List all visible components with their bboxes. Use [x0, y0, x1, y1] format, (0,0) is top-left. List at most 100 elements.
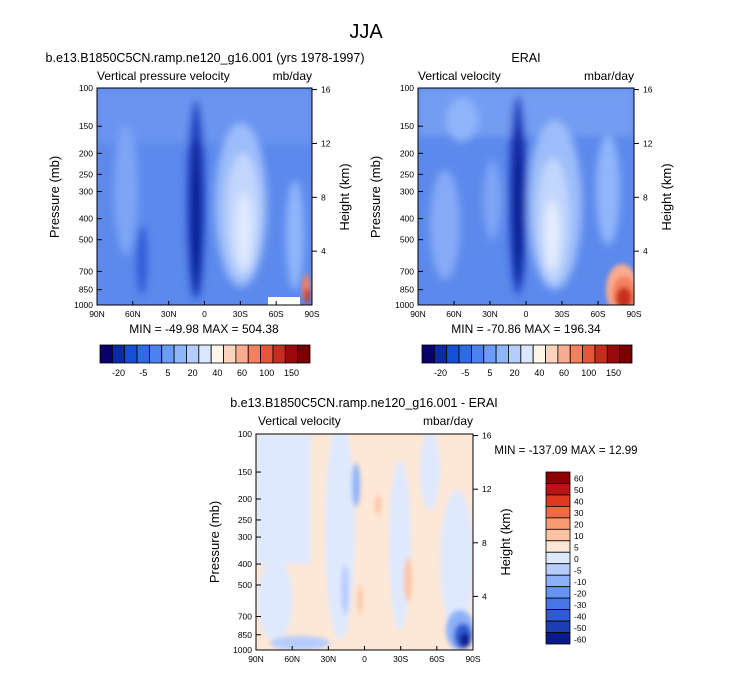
y-tick-label: 700: [400, 266, 414, 276]
panel-right-label: mbar/day: [584, 69, 634, 83]
x-tick-label: 90N: [89, 309, 105, 319]
colorbar-swatch: [532, 344, 546, 364]
stats-label: MIN = -70.86 MAX = 196.34: [451, 322, 601, 336]
y-tick-label: 1000: [74, 300, 93, 310]
y2-tick-label: 16: [482, 431, 492, 441]
colorbar-swatch: [545, 471, 571, 484]
colorbar-swatch: [545, 597, 571, 611]
y2-tick-label: 16: [643, 85, 653, 95]
colorbar-swatch: [619, 344, 633, 364]
colorbar-label: 20: [510, 368, 520, 378]
colorbar-label: -10: [574, 577, 587, 587]
field-pos-a: [375, 495, 381, 515]
y-tick-label: 100: [79, 83, 93, 93]
colorbar-swatch: [446, 344, 460, 364]
colorbar-label: -50: [574, 623, 587, 633]
colorbar-label: -20: [574, 588, 587, 598]
y-tick-label: 850: [400, 285, 414, 295]
colorbar-swatch: [433, 344, 448, 364]
panel-title: b.e13.B1850C5CN.ramp.ne120_g16.001 - ERA…: [230, 396, 498, 410]
y-tick-label: 1000: [233, 645, 252, 655]
colorbar-swatch: [545, 528, 571, 542]
panel-title: ERAI: [511, 51, 540, 65]
field-polar-neg-c: [460, 633, 470, 647]
x-tick-label: 30N: [321, 654, 337, 664]
colorbar-label: -30: [574, 600, 587, 610]
colorbar-swatch: [136, 344, 150, 364]
y-tick-label: 700: [238, 612, 252, 622]
field-pos-c: [357, 585, 363, 615]
colorbar-label: 0: [574, 554, 579, 564]
field-neg-north-mid: [325, 434, 355, 640]
colorbar-swatch: [545, 609, 571, 622]
y-tick-label: 200: [79, 148, 93, 158]
field-neg-core-b: [341, 565, 349, 615]
x-tick-label: 30N: [482, 309, 498, 319]
field-uplift-core: [513, 125, 523, 285]
colorbar-p1: -20 -5 5 20 40 60 100 150: [99, 344, 311, 378]
panel-title: b.e13.B1850C5CN.ramp.ne120_g16.001 (yrs …: [46, 51, 365, 65]
field-neg-north-upper: [256, 434, 311, 564]
colorbar-label: 60: [237, 368, 247, 378]
axes-p3: 90N 60N 30N 0 30S 60S 90S 100 150 200 250 300 400 500…: [233, 429, 492, 664]
y-tick-label: 400: [79, 214, 93, 224]
field-polar-max: [616, 287, 632, 305]
colorbar-swatch: [545, 620, 571, 633]
y-tick-label: 150: [79, 121, 93, 131]
x-tick-label: 30S: [554, 309, 569, 319]
field-neg-polar: [440, 490, 473, 630]
x-tick-label: 60S: [269, 309, 284, 319]
colorbar-swatch: [545, 563, 571, 576]
colorbar-label: 20: [188, 368, 198, 378]
y-tick-label: 400: [238, 559, 252, 569]
y-tick-label: 400: [400, 214, 414, 224]
y-tick-label: 250: [79, 169, 93, 179]
y-tick-label: 1000: [395, 300, 414, 310]
field-subsidence-north: [114, 125, 138, 255]
panel-left-label: Vertical velocity: [258, 414, 341, 428]
y2-tick-label: 4: [321, 246, 326, 256]
y-tick-label: 100: [400, 83, 414, 93]
colorbar-swatch: [223, 344, 237, 364]
contour-field: [256, 434, 473, 650]
y2-tick-label: 12: [643, 138, 653, 148]
x-tick-label: 30N: [161, 309, 177, 319]
panel-left-label: Vertical velocity: [418, 69, 501, 83]
stats-label: MIN = -49.98 MAX = 504.38: [129, 322, 279, 336]
colorbar-swatch: [545, 586, 571, 599]
colorbar-swatch: [508, 344, 522, 364]
colorbar-swatch: [247, 344, 261, 364]
y-tick-label: 300: [79, 187, 93, 197]
y2-tick-label: 4: [482, 591, 487, 601]
field-uplift-core: [191, 137, 201, 293]
contour-field: [97, 88, 312, 305]
y-tick-label: 100: [238, 429, 252, 439]
panel-model: b.e13.B1850C5CN.ramp.ne120_g16.001 (yrs …: [46, 51, 365, 378]
colorbar-swatch: [594, 344, 608, 364]
axes-p2: 90N 60N 30N 0 30S 60S 90S 100 150 200 250 300 400 500…: [395, 83, 653, 319]
field-mid-blob: [483, 160, 501, 240]
colorbar-swatch: [173, 344, 187, 364]
field-neg-south: [389, 460, 411, 630]
x-tick-label: 60N: [284, 654, 300, 664]
x-tick-label: 0: [362, 654, 367, 664]
colorbar-swatch: [235, 344, 249, 364]
y-axis-label: Pressure (mb): [47, 156, 62, 238]
field-polar-hot: [304, 288, 310, 304]
colorbar-swatch: [520, 344, 534, 364]
colorbar-swatch: [545, 632, 571, 645]
panel-difference: b.e13.B1850C5CN.ramp.ne120_g16.001 - ERA…: [207, 396, 638, 664]
colorbar-swatch: [210, 344, 224, 364]
colorbar-label: 40: [212, 368, 222, 378]
field-south-polar: [596, 135, 620, 245]
y2-tick-label: 8: [321, 192, 326, 202]
y2-tick-label: 8: [643, 192, 648, 202]
x-tick-label: 30S: [393, 654, 408, 664]
colorbar-label: 30: [574, 508, 584, 518]
field-neg-north-lower: [257, 560, 293, 640]
y-tick-label: 500: [79, 235, 93, 245]
y-tick-label: 250: [238, 515, 252, 525]
colorbar-swatch: [198, 344, 212, 364]
y-tick-label: 500: [400, 235, 414, 245]
colorbar-swatch: [483, 344, 497, 364]
